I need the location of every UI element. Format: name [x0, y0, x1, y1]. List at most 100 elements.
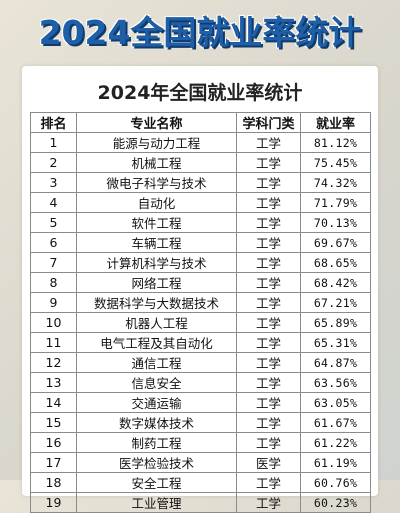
rate-cell: 63.56%: [300, 372, 371, 393]
table-row: 11 电气工程及其自动化 工学 65.31%: [30, 332, 371, 353]
rank-cell: 17: [30, 452, 77, 473]
table-header-row: 排名 专业名称 学科门类 就业率: [30, 112, 371, 133]
major-cell: 制药工程: [76, 432, 237, 453]
rate-cell: 61.22%: [300, 432, 371, 453]
rate-cell: 67.21%: [300, 292, 371, 313]
major-cell: 数据科学与大数据技术: [76, 292, 237, 313]
category-cell: 工学: [236, 352, 301, 373]
category-cell: 工学: [236, 132, 301, 153]
table-row: 8 网络工程 工学 68.42%: [30, 272, 371, 293]
table-row: 10 机器人工程 工学 65.89%: [30, 312, 371, 333]
header-category: 学科门类: [236, 112, 301, 133]
major-cell: 机器人工程: [76, 312, 237, 333]
table-row: 17 医学检验技术 医学 61.19%: [30, 452, 371, 473]
major-cell: 交通运输: [76, 392, 237, 413]
major-cell: 网络工程: [76, 272, 237, 293]
category-cell: 工学: [236, 172, 301, 193]
rank-cell: 16: [30, 432, 77, 453]
category-cell: 医学: [236, 452, 301, 473]
card-title: 2024年全国就业率统计: [97, 82, 303, 104]
major-cell: 工业管理: [76, 492, 237, 513]
rate-cell: 74.32%: [300, 172, 371, 193]
category-cell: 工学: [236, 252, 301, 273]
rate-cell: 75.45%: [300, 152, 371, 173]
rank-cell: 19: [30, 492, 77, 513]
rate-cell: 68.42%: [300, 272, 371, 293]
rate-cell: 68.65%: [300, 252, 371, 273]
table-row: 18 安全工程 工学 60.76%: [30, 472, 371, 493]
category-cell: 工学: [236, 392, 301, 413]
category-cell: 工学: [236, 232, 301, 253]
rank-cell: 1: [30, 132, 77, 153]
category-cell: 工学: [236, 372, 301, 393]
major-cell: 信息安全: [76, 372, 237, 393]
category-cell: 工学: [236, 492, 301, 513]
rate-cell: 71.79%: [300, 192, 371, 213]
rank-cell: 9: [30, 292, 77, 313]
major-cell: 电气工程及其自动化: [76, 332, 237, 353]
header-major: 专业名称: [76, 112, 237, 133]
table-row: 2 机械工程 工学 75.45%: [30, 152, 371, 173]
rate-cell: 64.87%: [300, 352, 371, 373]
rank-cell: 5: [30, 212, 77, 233]
table-row: 6 车辆工程 工学 69.67%: [30, 232, 371, 253]
major-cell: 机械工程: [76, 152, 237, 173]
major-cell: 车辆工程: [76, 232, 237, 253]
table-row: 4 自动化 工学 71.79%: [30, 192, 371, 213]
header-rank: 排名: [30, 112, 77, 133]
statistics-card: 2024年全国就业率统计 排名 专业名称 学科门类 就业率 1 能源与动力工程 工学…: [22, 66, 378, 513]
header-rate: 就业率: [300, 112, 371, 133]
rank-cell: 2: [30, 152, 77, 173]
rate-cell: 60.23%: [300, 492, 371, 513]
category-cell: 工学: [236, 412, 301, 433]
table-row: 1 能源与动力工程 工学 81.12%: [30, 132, 371, 153]
table-row: 3 微电子科学与技术 工学 74.32%: [30, 172, 371, 193]
rank-cell: 6: [30, 232, 77, 253]
rank-cell: 12: [30, 352, 77, 373]
major-cell: 安全工程: [76, 472, 237, 493]
rate-cell: 65.31%: [300, 332, 371, 353]
rank-cell: 3: [30, 172, 77, 193]
rank-cell: 8: [30, 272, 77, 293]
rate-cell: 63.05%: [300, 392, 371, 413]
major-cell: 软件工程: [76, 212, 237, 233]
major-cell: 通信工程: [76, 352, 237, 373]
table-row: 13 信息安全 工学 63.56%: [30, 372, 371, 393]
rank-cell: 4: [30, 192, 77, 213]
major-cell: 医学检验技术: [76, 452, 237, 473]
category-cell: 工学: [236, 432, 301, 453]
rank-cell: 14: [30, 392, 77, 413]
banner: 2024全国就业率统计: [0, 0, 400, 60]
rate-cell: 61.19%: [300, 452, 371, 473]
major-cell: 计算机科学与技术: [76, 252, 237, 273]
major-cell: 能源与动力工程: [76, 132, 237, 153]
category-cell: 工学: [236, 292, 301, 313]
rank-cell: 13: [30, 372, 77, 393]
rate-cell: 69.67%: [300, 232, 371, 253]
rate-cell: 70.13%: [300, 212, 371, 233]
table-body: 1 能源与动力工程 工学 81.12% 2 机械工程 工学 75.45% 3 微电子科学与技术 工学…: [30, 132, 371, 513]
category-cell: 工学: [236, 272, 301, 293]
rank-cell: 11: [30, 332, 77, 353]
major-cell: 数字媒体技术: [76, 412, 237, 433]
rate-cell: 65.89%: [300, 312, 371, 333]
category-cell: 工学: [236, 312, 301, 333]
rank-cell: 15: [30, 412, 77, 433]
table-row: 19 工业管理 工学 60.23%: [30, 492, 371, 513]
major-cell: 微电子科学与技术: [76, 172, 237, 193]
rank-cell: 10: [30, 312, 77, 333]
category-cell: 工学: [236, 332, 301, 353]
rate-cell: 61.67%: [300, 412, 371, 433]
employment-rate-table: 排名 专业名称 学科门类 就业率 1 能源与动力工程 工学 81.12% 2 机械工程 工学…: [30, 112, 371, 513]
major-cell: 自动化: [76, 192, 237, 213]
rate-cell: 60.76%: [300, 472, 371, 493]
table-row: 14 交通运输 工学 63.05%: [30, 392, 371, 413]
table-row: 9 数据科学与大数据技术 工学 67.21%: [30, 292, 371, 313]
table-row: 16 制药工程 工学 61.22%: [30, 432, 371, 453]
category-cell: 工学: [236, 472, 301, 493]
rate-cell: 81.12%: [300, 132, 371, 153]
category-cell: 工学: [236, 212, 301, 233]
category-cell: 工学: [236, 192, 301, 213]
table-row: 7 计算机科学与技术 工学 68.65%: [30, 252, 371, 273]
banner-title: 2024全国就业率统计: [38, 13, 362, 52]
